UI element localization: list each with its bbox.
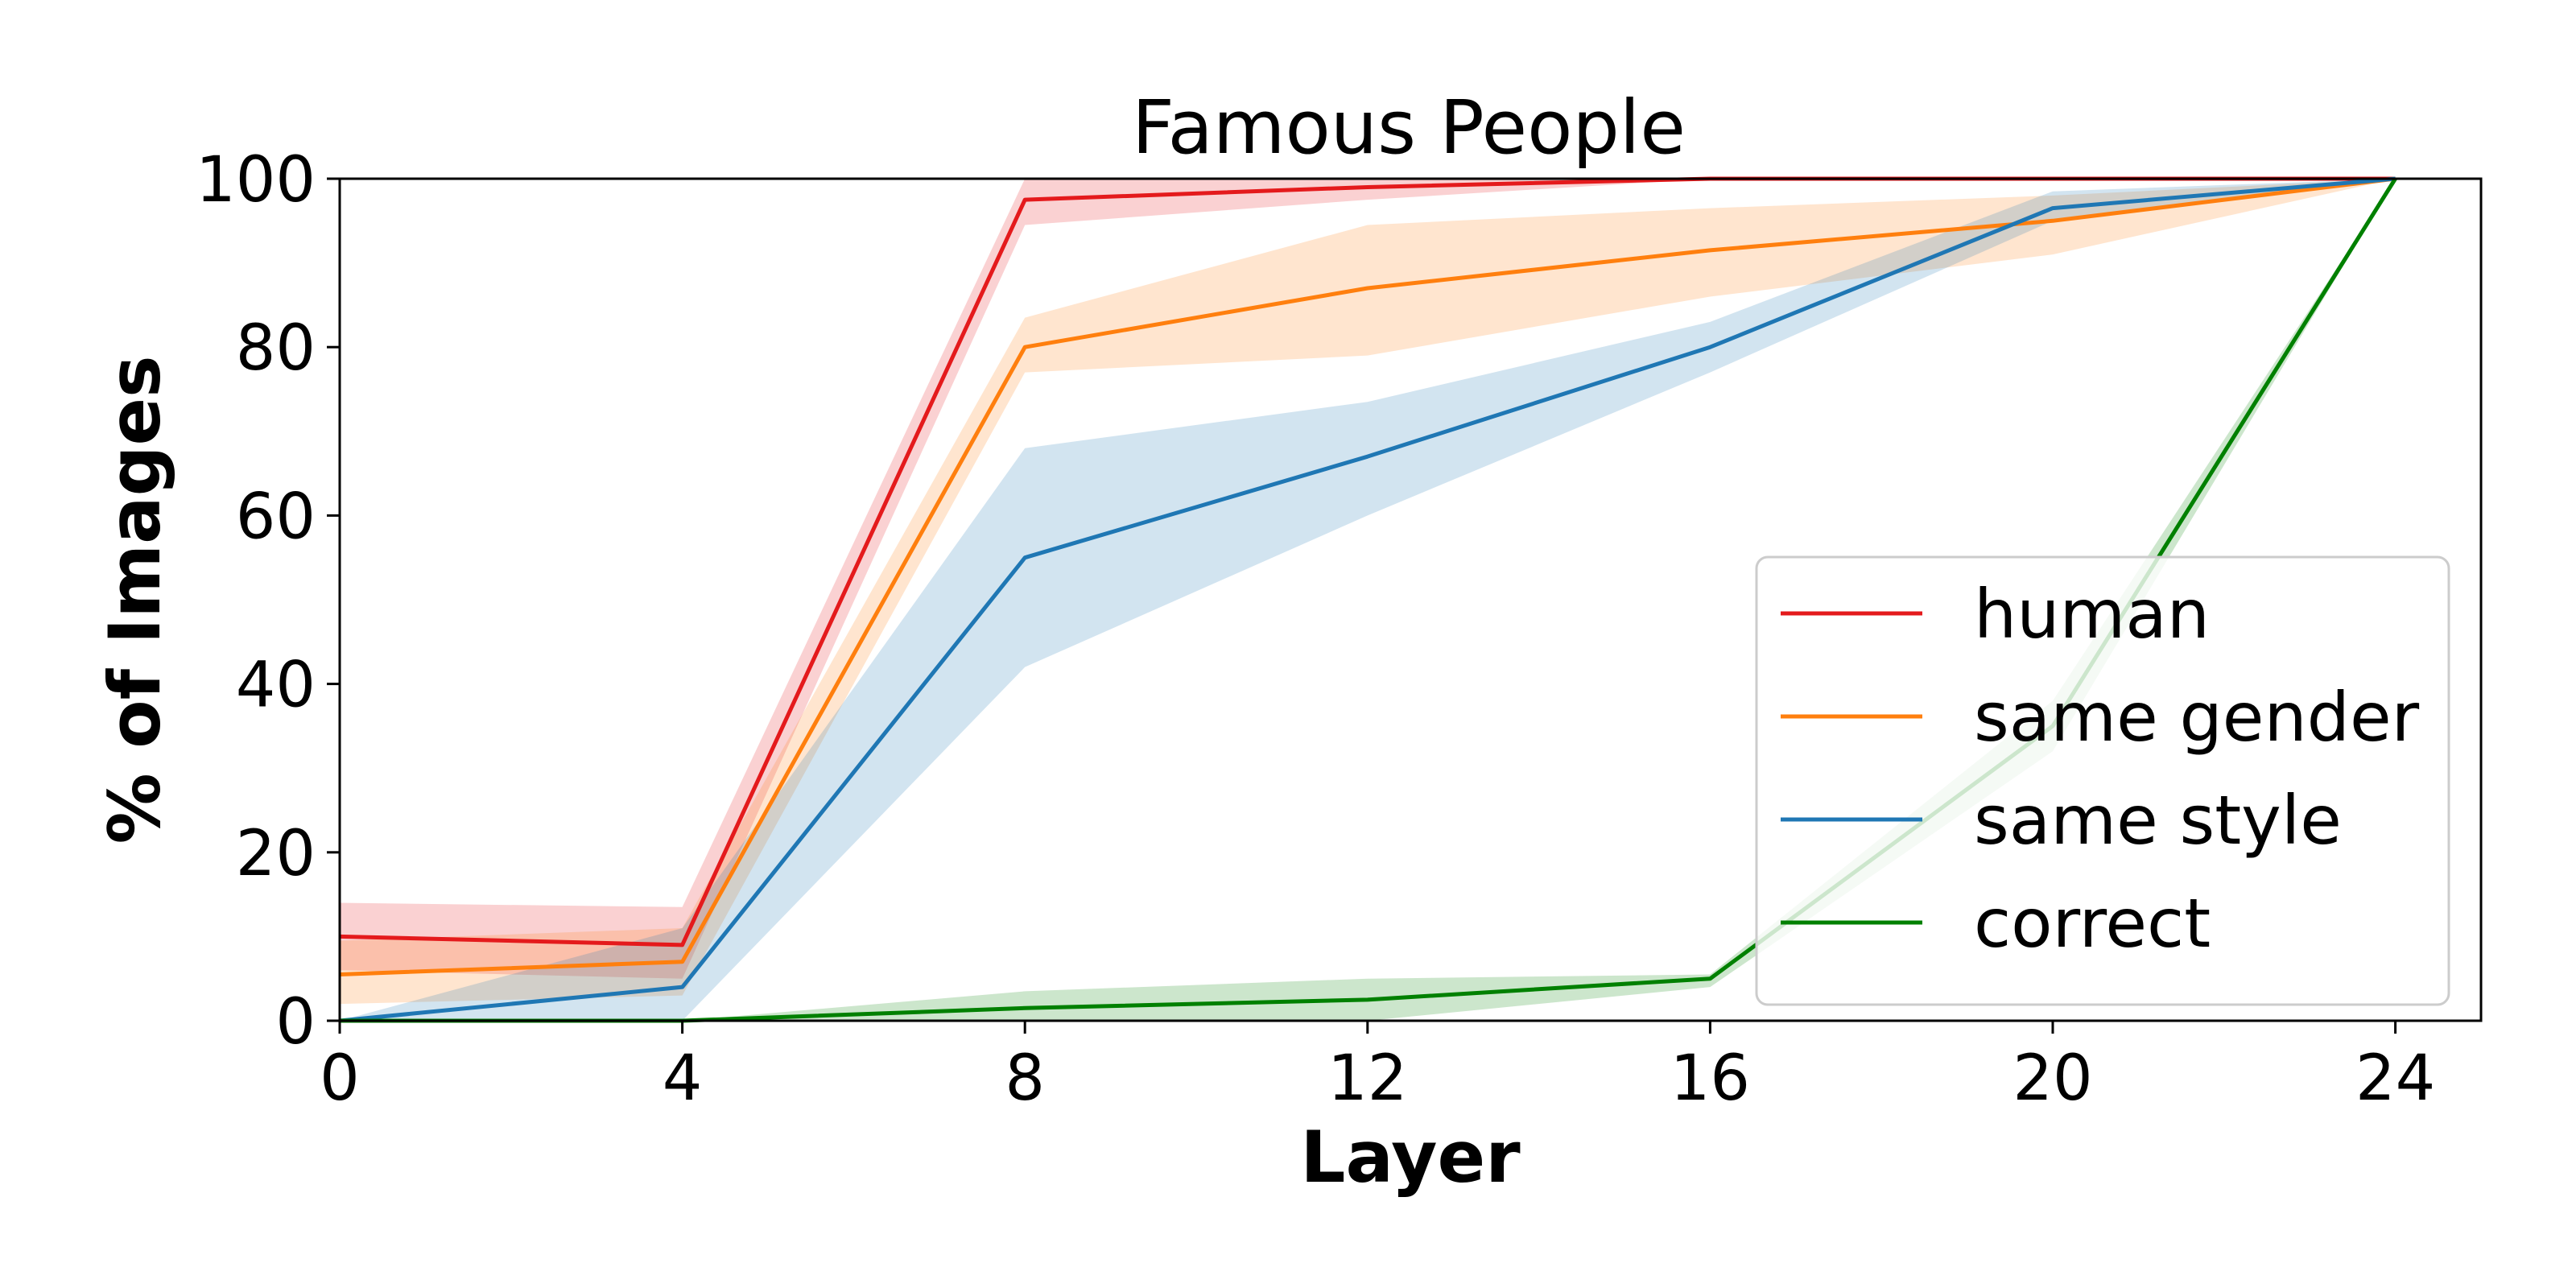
- x-tick-label: 8: [1005, 1042, 1045, 1115]
- x-tick-label: 24: [2355, 1042, 2435, 1115]
- y-tick-label: 0: [275, 986, 316, 1059]
- legend-label-same-style: same style: [1974, 781, 2342, 860]
- x-tick-label: 16: [1670, 1042, 1750, 1115]
- legend-box: [1755, 555, 2450, 1006]
- x-axis-ticks: 0 4 8 12 16 20 24: [320, 1021, 2435, 1115]
- legend-label-same-gender: same gender: [1974, 678, 2420, 757]
- chart-title: Famous People: [1132, 85, 1686, 171]
- confidence-bands: [340, 179, 2396, 1021]
- x-tick-label: 0: [320, 1042, 360, 1115]
- y-axis-label: % of Images: [93, 355, 176, 844]
- y-tick-label: 40: [236, 650, 316, 722]
- plot-frame: [338, 177, 2483, 1022]
- x-tick-label: 4: [663, 1042, 703, 1115]
- series-line-same-style: [339, 176, 2396, 1023]
- x-axis-label: Layer: [1300, 1116, 1521, 1199]
- y-tick-label: 60: [236, 481, 316, 553]
- legend: human same gender same style correct: [1755, 555, 2450, 1006]
- confidence-band-same-style: [340, 179, 2396, 1021]
- y-tick-label: 80: [236, 312, 316, 385]
- legend-label-human: human: [1974, 575, 2210, 654]
- series-line-same-gender: [339, 176, 2396, 976]
- x-tick-label: 20: [2013, 1042, 2092, 1115]
- y-tick-label: 20: [236, 818, 316, 890]
- x-tick-label: 12: [1327, 1042, 1407, 1115]
- y-tick-label: 100: [196, 144, 316, 217]
- y-axis-ticks: 0 20 40 60 80 100: [196, 144, 340, 1059]
- confidence-band-same-gender: [340, 179, 2396, 1005]
- legend-label-correct: correct: [1974, 884, 2211, 963]
